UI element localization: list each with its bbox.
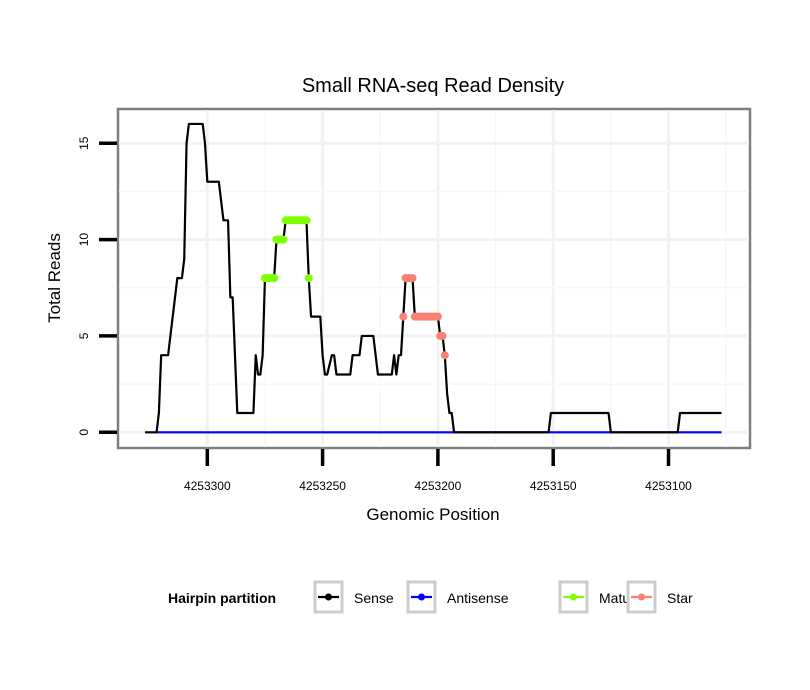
mature-point: [270, 274, 279, 283]
x-tick-label: 4253150: [530, 479, 577, 493]
x-tick-label: 4253300: [184, 479, 231, 493]
star-point: [438, 331, 447, 340]
legend-key-point: [418, 593, 425, 601]
legend-label: Sense: [354, 590, 394, 606]
star-point: [433, 312, 442, 321]
legend-label: Star: [667, 590, 693, 606]
mature-point: [304, 274, 313, 283]
legend-key-point: [570, 593, 577, 601]
y-tick-label: 10: [77, 233, 91, 247]
y-tick-label: 15: [77, 136, 91, 150]
legend: Hairpin partition Sense Antisense Mature St…: [168, 580, 693, 614]
x-tick-label: 4253100: [645, 479, 692, 493]
legend-key-point: [638, 593, 645, 601]
y-tick-label: 5: [77, 332, 91, 339]
legend-item-sense: Sense: [313, 580, 394, 614]
series-layer: [145, 122, 722, 434]
legend-label: Antisense: [447, 590, 509, 606]
y-axis-title: Total Reads: [45, 233, 64, 323]
star-point: [440, 351, 449, 360]
legend-title: Hairpin partition: [168, 590, 276, 606]
chart-title: Small RNA-seq Read Density: [302, 75, 564, 97]
x-axis-title: Genomic Position: [366, 505, 499, 524]
legend-item-antisense: Antisense: [406, 580, 509, 614]
y-axis: 0 5 10 15: [77, 136, 117, 436]
y-tick-label: 0: [77, 429, 91, 436]
star-point: [399, 312, 408, 321]
legend-key-point: [325, 593, 332, 601]
mature-point: [302, 216, 311, 225]
star-point: [408, 274, 417, 283]
x-tick-label: 4253250: [299, 479, 346, 493]
x-tick-label: 4253200: [415, 479, 462, 493]
legend-item-star: Star: [626, 580, 693, 614]
mature-point: [279, 235, 288, 244]
plot-panel: [116, 107, 752, 450]
x-axis: 4253300 4253250 4253200 4253150 4253100: [184, 449, 692, 493]
